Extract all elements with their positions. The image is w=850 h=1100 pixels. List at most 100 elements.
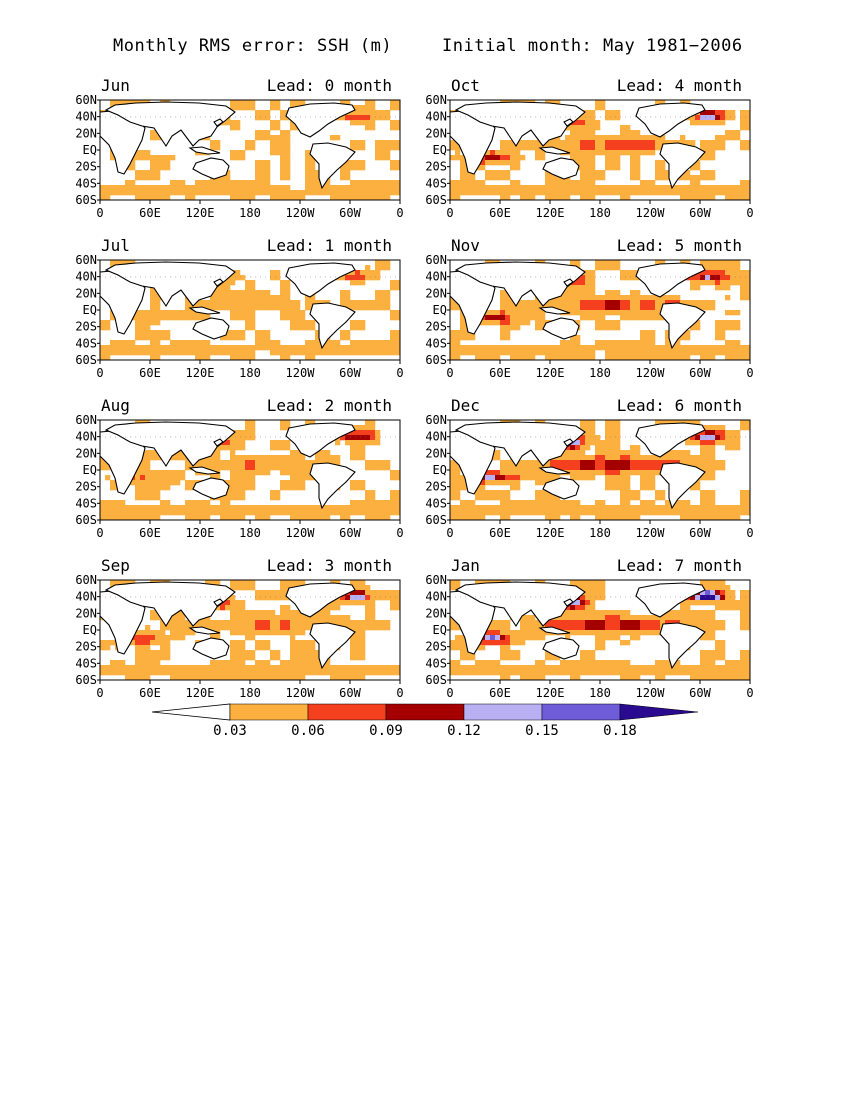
lat-label: 40N: [425, 270, 447, 284]
colorbar-label: 0.09: [369, 723, 403, 739]
land-northAmerica: [285, 422, 356, 458]
lat-label: 40N: [425, 590, 447, 604]
colorbar-label: 0.06: [291, 723, 325, 739]
figure-subtitle: Initial month: May 1981−2006: [442, 36, 743, 56]
land-southAmerica: [659, 622, 706, 670]
land-japan: [213, 278, 224, 287]
lat-label: EQ: [433, 143, 447, 157]
lon-label: 180: [239, 526, 261, 540]
land-japan: [213, 438, 224, 447]
lat-label: 40S: [425, 176, 447, 190]
panel-lead-label: Lead: 5 month: [617, 236, 742, 255]
land-japan: [563, 278, 574, 287]
lat-label: 40S: [75, 496, 97, 510]
lon-label: 0: [446, 686, 453, 700]
lat-label: 40N: [425, 430, 447, 444]
lat-label: 60N: [75, 573, 97, 587]
land-southAmerica: [309, 142, 356, 190]
panel-lead-label: Lead: 0 month: [267, 76, 392, 95]
lon-label: 120W: [286, 206, 316, 220]
lon-label: 180: [239, 366, 261, 380]
land-japan: [563, 598, 574, 607]
lon-label: 120W: [636, 366, 666, 380]
lat-label: 60S: [75, 513, 97, 527]
land-southAmerica: [659, 462, 706, 510]
lat-label: 60S: [425, 513, 447, 527]
lon-label: 120E: [536, 206, 565, 220]
colorbar-segment: [307, 703, 387, 721]
lat-label: 40N: [75, 110, 97, 124]
land-australia: [192, 477, 230, 500]
lon-label: 180: [589, 686, 611, 700]
lon-label: 0: [446, 366, 453, 380]
lat-label: 60S: [425, 193, 447, 207]
lat-label: EQ: [83, 303, 97, 317]
lon-label: 120W: [286, 366, 316, 380]
lat-label: EQ: [83, 623, 97, 637]
lon-label: 0: [446, 206, 453, 220]
panel-month-label: Dec: [451, 396, 480, 415]
continents: [450, 101, 706, 190]
land-japan: [563, 438, 574, 447]
lon-label: 120W: [636, 526, 666, 540]
lon-label: 60W: [689, 686, 711, 700]
lat-label: 20N: [425, 606, 447, 620]
lon-label: 60W: [339, 686, 361, 700]
lon-label: 120E: [536, 366, 565, 380]
lon-label: 60W: [689, 526, 711, 540]
continents: [100, 581, 356, 670]
panel-month-label: Oct: [451, 76, 480, 95]
land-northAmerica: [635, 582, 706, 618]
lon-label: 180: [239, 206, 261, 220]
land-northAmerica: [635, 102, 706, 138]
lon-label: 120W: [636, 206, 666, 220]
lat-label: EQ: [433, 623, 447, 637]
land-europeAsia: [454, 581, 586, 628]
land-europeAsia: [454, 261, 586, 308]
continents: [100, 421, 356, 510]
continents: [100, 261, 356, 350]
lon-label: 120E: [186, 206, 215, 220]
lat-label: 40S: [75, 336, 97, 350]
land-southAmerica: [309, 462, 356, 510]
colorbar-label: 0.03: [213, 723, 247, 739]
lon-label: 180: [589, 366, 611, 380]
lon-label: 180: [239, 686, 261, 700]
colorbar-segment: [541, 703, 621, 721]
lon-label: 0: [396, 366, 403, 380]
lon-label: 120W: [636, 686, 666, 700]
lat-label: 20S: [425, 320, 447, 334]
lon-label: 60E: [139, 206, 161, 220]
land-europeAsia: [104, 581, 236, 628]
land-indonesia: [188, 146, 221, 155]
lat-label: EQ: [83, 463, 97, 477]
lat-label: 20N: [425, 286, 447, 300]
lat-label: EQ: [83, 143, 97, 157]
lon-label: 120E: [536, 526, 565, 540]
lon-label: 120W: [286, 526, 316, 540]
land-australia: [192, 157, 230, 180]
land-australia: [192, 317, 230, 340]
lat-label: 20S: [75, 480, 97, 494]
lon-label: 120E: [186, 366, 215, 380]
lon-label: 60E: [489, 526, 511, 540]
lat-label: EQ: [433, 303, 447, 317]
lon-label: 0: [96, 686, 103, 700]
lon-label: 60W: [339, 366, 361, 380]
lon-label: 0: [746, 366, 753, 380]
lon-label: 0: [96, 206, 103, 220]
lat-label: 60N: [75, 413, 97, 427]
lat-label: 40S: [425, 656, 447, 670]
lon-label: 120E: [536, 686, 565, 700]
colorbar-segment: [463, 703, 543, 721]
lat-label: 40N: [75, 430, 97, 444]
continents: [450, 261, 706, 350]
land-southAmerica: [309, 302, 356, 350]
lat-label: 20S: [75, 320, 97, 334]
lat-label: 20N: [75, 286, 97, 300]
panel-lead-label: Lead: 6 month: [617, 396, 742, 415]
lon-label: 60W: [689, 206, 711, 220]
land-australia: [542, 317, 580, 340]
lat-label: 20N: [75, 606, 97, 620]
